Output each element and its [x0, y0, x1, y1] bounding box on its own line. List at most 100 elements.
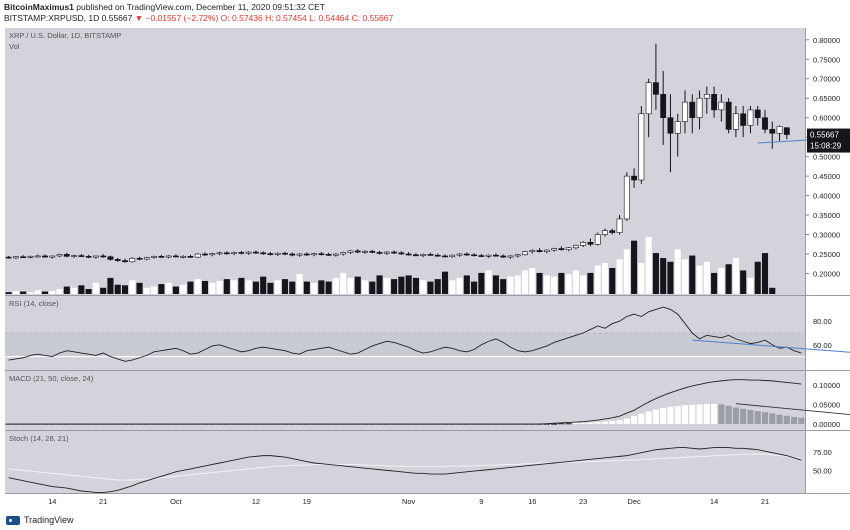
- volume-bar: [740, 270, 747, 294]
- candle-body: [27, 256, 34, 258]
- candle-body: [332, 253, 339, 256]
- trading-chart[interactable]: 0.800000.750000.700000.650000.600000.550…: [0, 28, 850, 511]
- volume-bar: [754, 261, 761, 294]
- macd-histogram-bar: [783, 415, 790, 425]
- candle-body: [187, 256, 194, 258]
- price-tick-label: 0.40000: [813, 192, 840, 201]
- candle-body: [209, 253, 216, 256]
- countdown-label: 15:08:29: [810, 142, 842, 151]
- price-tick-label: 0.25000: [813, 250, 840, 259]
- volume-bar: [398, 276, 405, 294]
- candle-body: [318, 253, 325, 255]
- candle-body: [725, 101, 732, 130]
- candle-body: [107, 256, 114, 260]
- candle-body: [522, 251, 528, 256]
- candle-body: [616, 218, 623, 233]
- chart-header: BitcoinMaximus1 published on TradingView…: [0, 0, 850, 28]
- volume-bar: [27, 292, 34, 294]
- candle-body: [223, 252, 230, 255]
- candle-body: [420, 254, 427, 256]
- volume-bar: [587, 272, 594, 294]
- volume-bar: [267, 282, 274, 294]
- candle-body: [151, 256, 158, 258]
- volume-bar: [143, 287, 150, 294]
- volume-bar: [580, 275, 587, 294]
- volume-bar: [369, 281, 376, 294]
- stoch-tick-label: 50.00: [813, 466, 832, 475]
- candle-body: [238, 252, 245, 254]
- volume-bar: [558, 272, 565, 294]
- macd-histogram-bar: [798, 417, 805, 425]
- volume-bar: [332, 277, 339, 294]
- candle-body: [594, 234, 601, 245]
- volume-bar: [56, 289, 63, 294]
- time-tick-label: 21: [761, 497, 769, 506]
- price-tick-label: 0.35000: [813, 211, 840, 220]
- volume-bar: [49, 290, 56, 294]
- price-tick-label: 0.70000: [813, 75, 840, 84]
- volume-bar: [361, 280, 369, 294]
- candle-body: [507, 255, 514, 258]
- brand-name: TradingView: [24, 515, 74, 525]
- volume-bar: [201, 280, 209, 294]
- candle-body: [514, 254, 521, 257]
- candle-body: [122, 260, 128, 263]
- price-tick-label: 0.20000: [813, 269, 840, 278]
- volume-bar: [609, 267, 616, 294]
- macd-line: [8, 379, 802, 425]
- volume-bar: [638, 263, 645, 294]
- candle-body: [558, 248, 565, 251]
- volume-bar: [536, 272, 543, 294]
- candle-body: [776, 126, 783, 134]
- symbol-line: BITSTAMP:XRPUSD, 1D 0.55667 ▼ −0.01557 (…: [4, 13, 393, 23]
- macd-histogram-bar: [645, 411, 652, 425]
- volume-bar: [761, 253, 769, 294]
- candle-body: [12, 256, 19, 259]
- candle-body: [682, 101, 688, 122]
- volume-bar: [311, 282, 318, 294]
- candle-body: [456, 253, 463, 256]
- footer: TradingView: [0, 511, 850, 530]
- candle-body: [78, 255, 85, 257]
- candle-body: [398, 252, 405, 255]
- volume-bar: [543, 275, 550, 294]
- candle-body: [347, 250, 354, 253]
- volume-bar: [725, 264, 732, 294]
- volume-bar: [631, 240, 638, 294]
- last-price: 0.55667: [101, 13, 133, 23]
- candle-body: [63, 254, 70, 257]
- volume-bar: [92, 282, 99, 294]
- volume-bar: [594, 265, 601, 294]
- candle-body: [194, 253, 201, 258]
- candle-body: [638, 113, 645, 181]
- tradingview-logo[interactable]: TradingView: [6, 515, 74, 525]
- candle-body: [158, 256, 165, 258]
- candle-body: [442, 255, 448, 258]
- volume-bar: [456, 277, 463, 294]
- candle-body: [478, 255, 485, 257]
- symbol-name: BITSTAMP:XRPUSD, 1D: [4, 13, 100, 23]
- macd-histogram-bar: [667, 406, 674, 425]
- stoch-tick-label: 75.00: [813, 448, 832, 457]
- time-tick-label: Dec: [627, 497, 641, 506]
- publisher-name[interactable]: BitcoinMaximus1: [4, 2, 74, 12]
- volume-bar: [151, 286, 158, 294]
- volume-bar: [274, 280, 281, 294]
- volume-bar: [354, 276, 361, 294]
- macd-histogram-bar: [572, 422, 579, 425]
- volume-bar: [340, 272, 347, 294]
- price-tick-label: 0.45000: [813, 172, 840, 181]
- macd-tick-label: 0.05000: [813, 400, 840, 409]
- candle-body: [369, 250, 376, 253]
- time-tick-label: 14: [710, 497, 718, 506]
- time-tick-label: 16: [528, 497, 536, 506]
- candle-body: [303, 253, 310, 256]
- candle-body: [631, 175, 638, 181]
- volume-bar: [507, 276, 514, 294]
- macd-tick-label: 0.10000: [813, 381, 840, 390]
- candle-body: [231, 252, 238, 254]
- volume-bar: [296, 274, 303, 294]
- candle-body: [536, 250, 543, 252]
- volume-bar: [216, 280, 223, 294]
- macd-histogram-bar: [652, 409, 659, 425]
